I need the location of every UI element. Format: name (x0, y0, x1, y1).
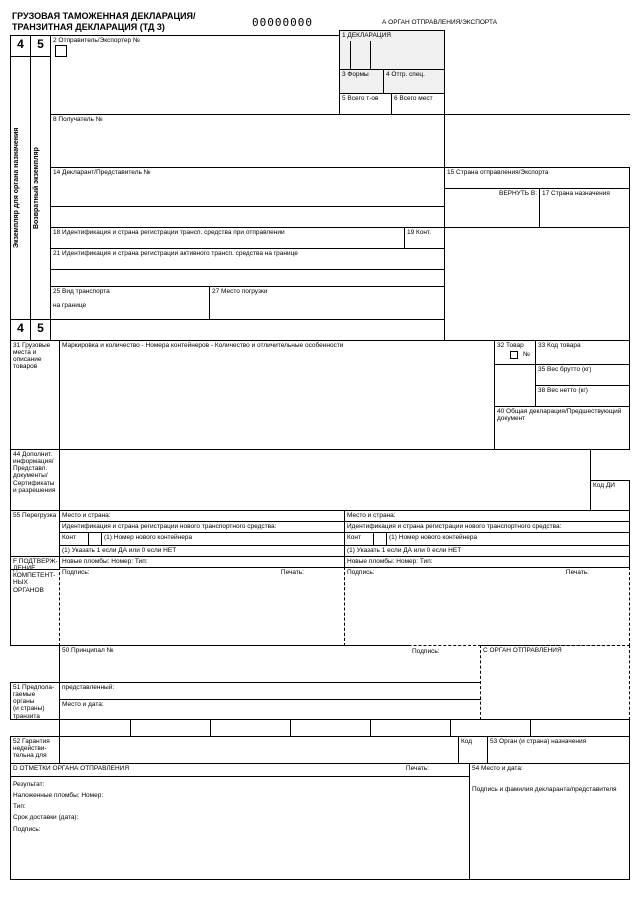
f17[interactable]: 17 Страна назначения (539, 188, 630, 228)
barcode: 00000000 (250, 15, 315, 30)
return: ВЕРНУТЬ В: (444, 188, 540, 228)
customs-form: ГРУЗОВАЯ ТАМОЖЕННАЯ ДЕКЛАРАЦИЯ/ ТРАНЗИТН… (10, 10, 630, 890)
f35[interactable]: 35 Вес брутто (кг) (535, 364, 630, 386)
kont-l[interactable]: Конт (59, 532, 89, 546)
f38[interactable]: 38 Вес нетто (кг) (535, 385, 630, 407)
f8[interactable]: 8 Получатель № (50, 114, 445, 168)
f32[interactable]: 32 Товар№ (494, 340, 536, 365)
f2[interactable]: 2 Отправитель/Экспортер № (50, 35, 340, 115)
f4[interactable]: 4 Отгр. спец. (383, 69, 445, 94)
f27[interactable]: 27 Место погрузки (209, 286, 445, 320)
f14[interactable]: 14 Декларант/Представитель № (50, 167, 445, 207)
fF-side: F ПОДТВЕРЖ-ДЕНИЕКОМПЕТЕНТ-НЫХОРГАНОВ (10, 556, 60, 646)
num-4-top: 4 (10, 35, 31, 57)
sign-r[interactable]: Подпись:Печать: (344, 567, 630, 646)
kod[interactable]: Код (458, 736, 488, 764)
f6[interactable]: 6 Всего мест (391, 93, 445, 115)
fC[interactable]: С ОРГАН ОТПРАВЛЕНИЯ (480, 645, 630, 720)
num-5-bot: 5 (30, 319, 51, 341)
f52-side: 52 Гарантиянедействи-тельна для (10, 736, 60, 764)
d-body[interactable]: Результат: Наложенные пломбы: Номер: Тип… (10, 776, 470, 880)
vert-col1: Экземпляр для органа назначения (10, 56, 31, 320)
f25[interactable]: 25 Вид транспортана границе (50, 286, 210, 320)
sign-l[interactable]: Подпись:Печать: (59, 567, 345, 646)
f15[interactable]: 15 Страна отправления/Экспорта (444, 167, 630, 189)
f19[interactable]: 19 Конт. (404, 227, 445, 249)
title-line2: ТРАНЗИТНАЯ ДЕКЛАРАЦИЯ (ТД 3) (10, 21, 260, 33)
fD: D ОТМЕТКИ ОРГАНА ОТПРАВЛЕНИЯПечать: (10, 763, 470, 777)
f51-side: 51 Предпола-гаемые органы(и страны)транз… (10, 682, 60, 720)
f52-main[interactable] (59, 736, 459, 764)
f5[interactable]: 5 Всего т-ов (339, 93, 392, 115)
sign50: Подпись: (410, 647, 442, 656)
section-a: А ОРГАН ОТПРАВЛЕНИЯ/ЭКСПОРТА (380, 18, 499, 27)
f50[interactable]: 50 Принципал № (59, 645, 409, 685)
f53[interactable]: 53 Орган (и страна) назначения (487, 736, 630, 764)
f2-box[interactable] (55, 45, 67, 57)
repr[interactable]: представленный: (59, 682, 481, 700)
kod-di[interactable]: Код ДИ (590, 480, 630, 511)
f44-main[interactable] (59, 449, 591, 511)
kontn-l[interactable]: (1) Номер нового контейнера (101, 532, 345, 546)
f18[interactable]: 18 Идентификация и страна регистрации тр… (50, 227, 405, 249)
f31-side: 31 Грузовыеместа иописаниетоваров (10, 340, 60, 450)
f21[interactable]: 21 Идентификация и страна регистрации ак… (50, 248, 445, 270)
f33[interactable]: 33 Код товара (535, 340, 630, 365)
vert-col2: Возвратный экземпляр (30, 56, 51, 320)
f3[interactable]: 3 Формы (339, 69, 384, 94)
kontn-r[interactable]: (1) Номер нового контейнера (386, 532, 630, 546)
kont-r[interactable]: Конт (344, 532, 374, 546)
num-5-top: 5 (30, 35, 51, 57)
a-area[interactable] (444, 30, 630, 115)
placedate[interactable]: Место и дата: (59, 699, 481, 720)
f31-main[interactable]: Маркировка и количество - Номера контейн… (59, 340, 495, 450)
f40[interactable]: 40 Общая декларация/Предшествующий докум… (494, 406, 630, 450)
num-4-bot: 4 (10, 319, 31, 341)
f54[interactable]: 54 Место и дата:Подпись и фамилия деклар… (469, 763, 630, 880)
f44-side: 44 Дополнит.информация/Представл.докумен… (10, 449, 60, 511)
